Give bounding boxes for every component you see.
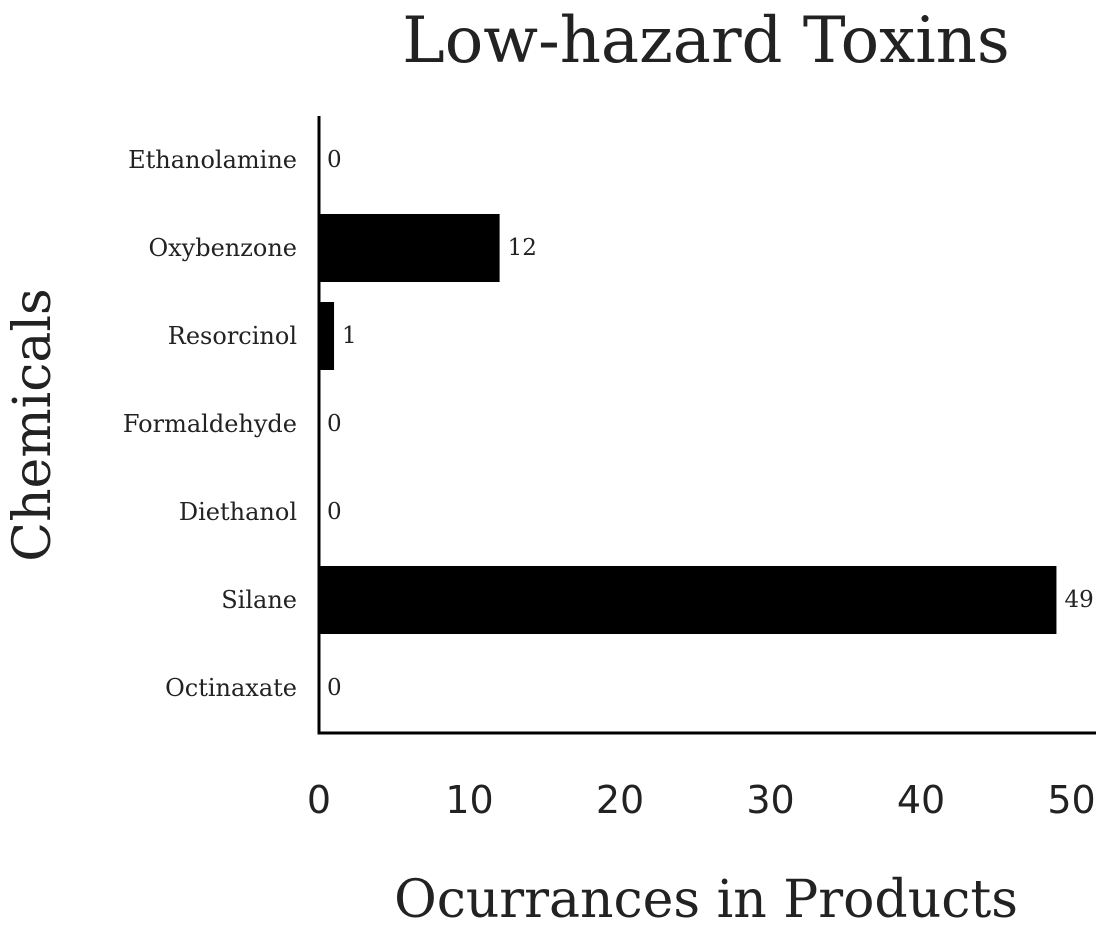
x-tick-label-50: 50 xyxy=(1047,778,1095,822)
category-label-silane: Silane xyxy=(221,586,297,614)
category-label-ethanolamine: Ethanolamine xyxy=(128,146,297,174)
category-label-diethanol: Diethanol xyxy=(179,498,297,526)
category-label-formaldehyde: Formaldehyde xyxy=(123,410,297,438)
chart-title: Low-hazard Toxins xyxy=(402,4,1009,78)
category-label-octinaxate: Octinaxate xyxy=(165,674,297,702)
x-tick-label-40: 40 xyxy=(897,778,945,822)
bar-resorcinol xyxy=(319,302,335,370)
value-label-octinaxate: 0 xyxy=(327,675,342,701)
value-label-ethanolamine: 0 xyxy=(327,147,342,173)
x-tick-label-0: 0 xyxy=(307,778,331,822)
category-label-resorcinol: Resorcinol xyxy=(168,322,297,350)
x-axis-title: Ocurrances in Products xyxy=(394,870,1018,930)
bars-group xyxy=(319,214,1057,634)
value-label-silane: 49 xyxy=(1064,587,1093,613)
value-label-resorcinol: 1 xyxy=(342,323,357,349)
value-label-formaldehyde: 0 xyxy=(327,411,342,437)
bar-silane xyxy=(319,566,1057,634)
x-tick-label-20: 20 xyxy=(596,778,644,822)
category-labels: Ethanolamine Oxybenzone Resorcinol Formalde… xyxy=(123,146,297,702)
value-labels: 0 12 1 0 0 49 0 xyxy=(327,147,1094,701)
x-tick-labels: 0 10 20 30 40 50 xyxy=(307,778,1096,822)
category-label-oxybenzone: Oxybenzone xyxy=(148,234,297,262)
y-axis-title: Chemicals xyxy=(3,288,63,561)
value-label-oxybenzone: 12 xyxy=(508,235,537,261)
value-label-diethanol: 0 xyxy=(327,499,342,525)
x-tick-label-30: 30 xyxy=(746,778,794,822)
x-tick-label-10: 10 xyxy=(445,778,493,822)
bar-oxybenzone xyxy=(319,214,500,282)
